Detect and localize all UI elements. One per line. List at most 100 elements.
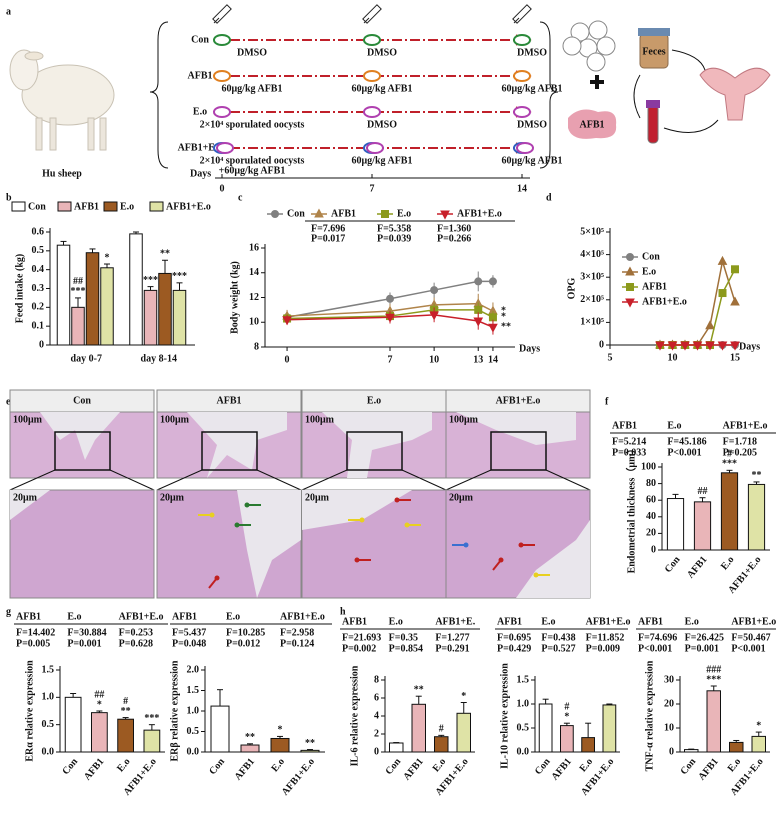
stats-group: AFB1: [638, 616, 663, 627]
lumen: [516, 520, 590, 598]
marker: [730, 296, 740, 306]
sheep-body: [21, 64, 115, 126]
stats-f: F=0.695: [497, 632, 531, 643]
stats-group: E.o: [389, 616, 403, 627]
significance-label: ##: [698, 486, 708, 497]
pointer-head: [518, 542, 524, 548]
legend-label: Con: [642, 251, 660, 262]
marker: [717, 255, 728, 265]
significance-label: ###: [706, 664, 721, 675]
pointer-head: [209, 512, 215, 518]
stats-p: P=0.017: [311, 233, 345, 244]
legend-swatch: [57, 201, 72, 212]
x-tick-label: day 8-14: [141, 353, 177, 364]
sheep-leg: [99, 117, 107, 151]
bar: [389, 742, 404, 753]
stats-group: AFB1: [16, 611, 41, 622]
significance-label: ***: [722, 459, 737, 470]
significance-label: ***: [143, 275, 158, 286]
y-tick-label: 0: [599, 339, 604, 350]
stats-group: AFB1+E.o: [731, 616, 776, 627]
marker: [667, 341, 678, 351]
syringe-icon: [362, 4, 382, 24]
y-tick-label: 2: [374, 728, 379, 739]
stats-p: P=0.266: [437, 233, 471, 244]
stats-group: AFB1: [342, 616, 367, 627]
stats-f: F=1.277: [435, 632, 469, 643]
dose-icon: [513, 106, 531, 118]
bar: [751, 735, 766, 753]
marker: [440, 210, 450, 220]
marker: [705, 320, 715, 330]
bar: [684, 749, 699, 753]
dose-icon: [363, 70, 381, 82]
marker: [626, 283, 634, 291]
stats-group: E.o: [667, 420, 681, 431]
scale-label: 20μm: [305, 492, 330, 503]
bar: [747, 483, 766, 551]
dose-icon: [516, 142, 534, 154]
y-tick-label: 1.5: [42, 664, 55, 675]
pointer-head: [244, 502, 250, 508]
y-tick-label: 30: [664, 674, 674, 685]
bar: [91, 712, 108, 753]
oocyst-icon: [562, 36, 582, 56]
syringe-needle: [363, 17, 370, 24]
blood-tube: [647, 104, 659, 144]
oocyst-icon: [596, 36, 616, 56]
y-tick-label: 0: [374, 746, 379, 757]
y-tick-label: 16: [249, 242, 259, 253]
y-tick-label: 1.5: [187, 685, 200, 696]
dose-label: DMSO: [517, 47, 547, 58]
marker: [488, 323, 498, 333]
y-tick-label: 8: [254, 341, 259, 352]
stats-p: P=0.124: [280, 638, 314, 649]
histology-group: AFB1: [217, 395, 242, 406]
marker: [705, 341, 715, 351]
y-tick-label: 0.0: [42, 746, 55, 757]
dose-label: 60μg/kg AFB1: [352, 155, 413, 166]
significance-label: **: [501, 321, 511, 332]
dose-label: +60μg/kg AFB1: [219, 165, 286, 176]
stats-group: AFB1+E.o: [723, 420, 768, 431]
stats-group: E.o: [685, 616, 699, 627]
stats-p: P=0.854: [389, 643, 423, 654]
lumen: [322, 412, 432, 478]
y-tick-label: 0: [651, 544, 656, 555]
marker: [488, 277, 497, 286]
stats-f: F=1.360: [437, 223, 471, 234]
days-tick-label: 7: [370, 183, 375, 194]
dose-label: DMSO: [517, 119, 547, 130]
stats-group: AFB1: [172, 611, 197, 622]
zoom-line: [156, 469, 203, 491]
oocyst-icon: [588, 20, 608, 40]
y-axis-label: IL-10 relative expression: [499, 663, 510, 769]
tube-cap: [646, 100, 660, 108]
stats-f: F=0.438: [541, 632, 575, 643]
y-axis-label: Feed intake (kg): [14, 254, 25, 323]
stats-f: F=0.35: [389, 632, 418, 643]
bar: [117, 718, 134, 753]
legend-label: AFB1+E.o: [642, 296, 687, 307]
significance-label: ***: [71, 286, 86, 297]
toxin-label: AFB1: [580, 119, 605, 130]
uterus-icon: [699, 67, 771, 121]
stats-f: F=1.718: [723, 436, 757, 447]
significance-label: *: [564, 711, 569, 722]
flow-arrow: [633, 74, 641, 119]
significance-label: *: [501, 312, 506, 323]
y-tick-label: 0.5: [517, 722, 530, 733]
bar: [706, 690, 721, 753]
marker: [381, 210, 389, 218]
marker: [731, 265, 739, 274]
stats-p: P=0.001: [67, 638, 101, 649]
pointer-head: [214, 575, 220, 581]
y-axis-label: Endometrial thickness（μm）: [624, 444, 637, 574]
bar: [143, 289, 158, 346]
dose-icon: [363, 106, 381, 118]
x-tick-label: 15: [730, 352, 740, 363]
bar: [560, 725, 574, 753]
zoom-line: [109, 469, 155, 491]
y-tick-label: 10: [664, 722, 674, 733]
scale-label: 20μm: [13, 492, 38, 503]
